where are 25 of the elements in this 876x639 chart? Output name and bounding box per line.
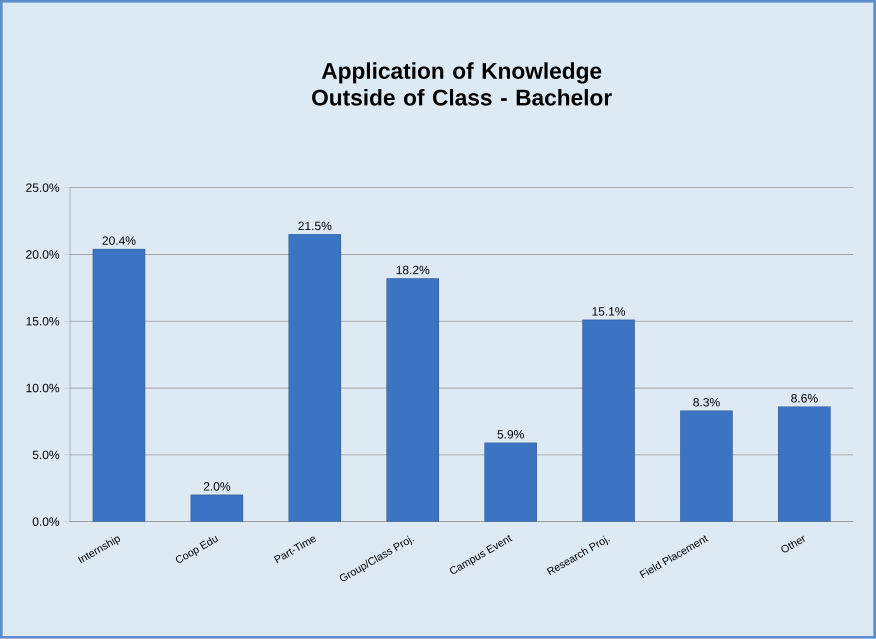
y-tick-label: 10.0%	[26, 384, 60, 392]
data-label: 8.6%	[791, 394, 818, 403]
data-label: 20.4%	[102, 236, 136, 246]
bar	[778, 406, 831, 522]
bar	[288, 234, 342, 522]
y-tick-label: 15.0%	[26, 317, 60, 326]
bar	[92, 249, 146, 522]
bar	[680, 410, 733, 522]
data-label: 8.3%	[693, 398, 720, 407]
data-label: 18.2%	[396, 266, 430, 274]
y-tick-label: 20.0%	[26, 250, 60, 259]
data-label: 2.0%	[204, 482, 230, 491]
x-tick-label: Coop Edu	[176, 536, 218, 563]
y-tick-label: 0.0%	[32, 518, 60, 526]
bar	[386, 278, 439, 522]
y-tick-label: 5.0%	[32, 450, 60, 460]
data-label: 15.1%	[592, 307, 626, 316]
x-tick-label: Other	[781, 536, 805, 553]
bar	[582, 320, 635, 522]
bar	[484, 442, 537, 522]
bar	[190, 494, 244, 522]
chart-title: Application of Knowledge Outside of Class - Bachelor	[312, 62, 612, 106]
y-tick-label: 25.0%	[26, 184, 60, 192]
data-label: 5.9%	[497, 430, 524, 439]
data-label: 21.5%	[298, 222, 332, 230]
